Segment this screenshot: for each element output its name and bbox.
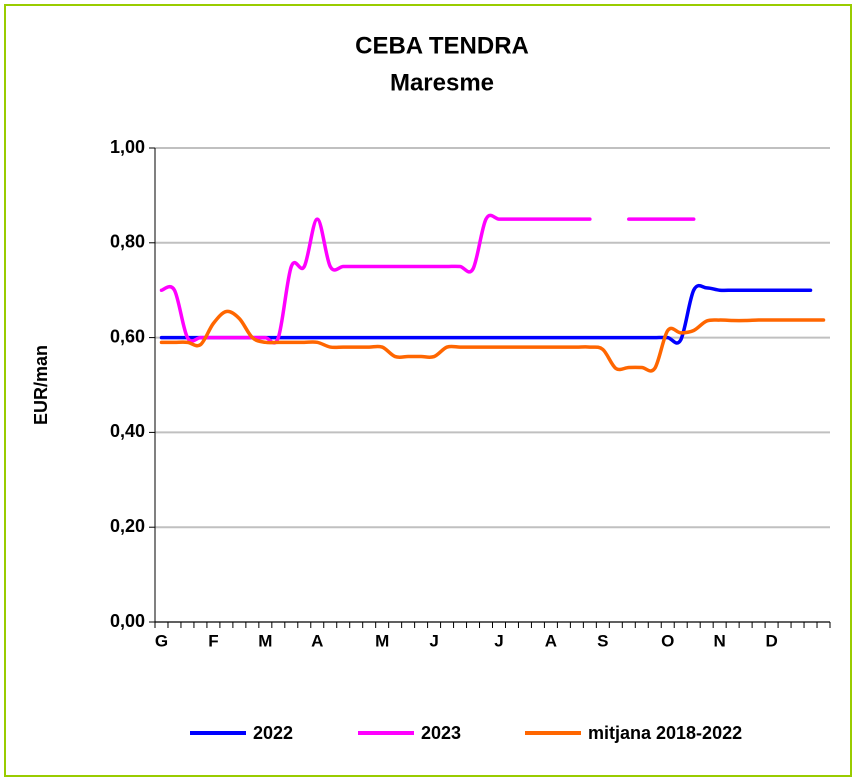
y-tick-label: 0,40 [110, 421, 145, 441]
y-tick-label: 0,20 [110, 516, 145, 536]
x-tick-label: G [155, 631, 168, 650]
frame [4, 4, 852, 777]
x-tick-label: J [429, 631, 438, 650]
legend-label: mitjana 2018-2022 [588, 723, 742, 743]
x-tick-label: N [714, 631, 726, 650]
x-tick-label: A [545, 631, 557, 650]
x-tick-label: A [311, 631, 323, 650]
y-tick-label: 0,00 [110, 611, 145, 631]
y-axis-label: EUR/man [31, 345, 51, 425]
legend-label: 2023 [421, 723, 461, 743]
line-series [159, 309, 826, 373]
chart-title: CEBA TENDRA [355, 32, 529, 59]
legend-label: 2022 [253, 723, 293, 743]
line-series [159, 213, 592, 345]
x-tick-label: M [375, 631, 389, 650]
x-tick-label: D [765, 631, 777, 650]
y-tick-label: 1,00 [110, 137, 145, 157]
y-tick-label: 0,60 [110, 326, 145, 346]
chart-subtitle: Maresme [390, 69, 494, 96]
x-tick-label: J [494, 631, 503, 650]
x-tick-label: F [208, 631, 218, 650]
x-tick-label: M [258, 631, 272, 650]
x-tick-label: S [597, 631, 608, 650]
y-tick-label: 0,80 [110, 232, 145, 252]
x-tick-label: O [661, 631, 674, 650]
